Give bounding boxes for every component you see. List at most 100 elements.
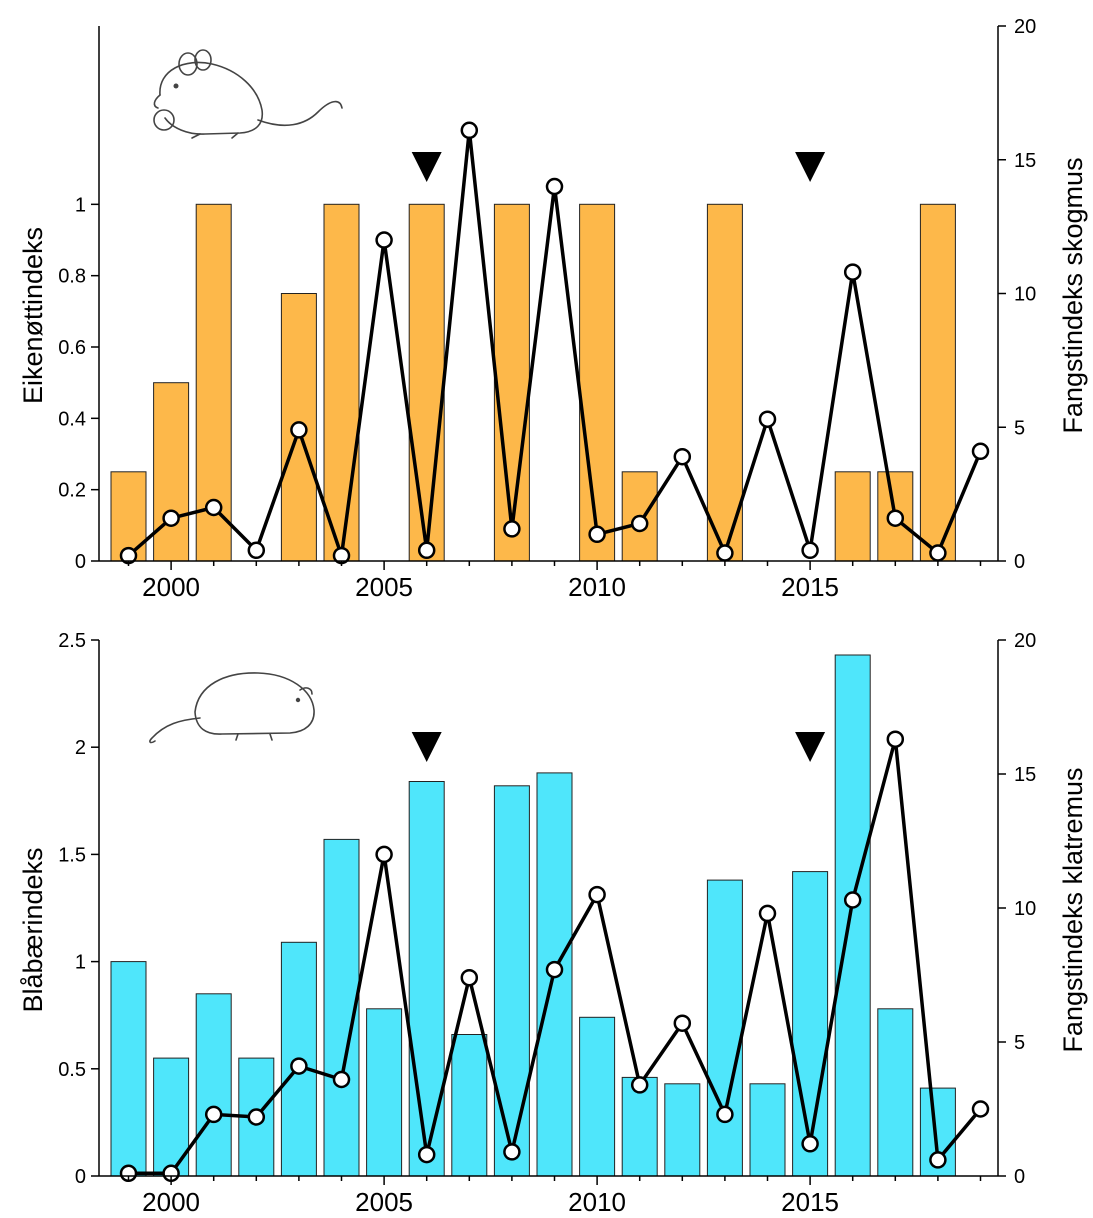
x-tick-label: 2015 [781,1187,839,1217]
wood-mouse-icon [153,49,343,139]
line-point-2008 [503,520,521,538]
y-tick-label-right: 20 [1014,630,1036,652]
bar-2013 [706,203,743,562]
bar-2006 [408,203,445,562]
x-tick-label: 2000 [142,1187,200,1217]
marker-triangle-2006 [411,152,442,182]
line-point-2018 [929,544,947,562]
bank-vole-icon [149,672,315,744]
line-point-2005 [375,231,393,249]
line-point-2001 [204,498,223,517]
y-axis-title-left: Blåbærindeks [18,847,48,1012]
line-point-2003 [290,421,308,439]
y-axis-title-right: Fangstindeks skogmus [1058,157,1088,433]
line-points [119,121,990,565]
x-tick-label: 2010 [568,1187,626,1217]
bar-2004 [323,203,360,562]
line-point-2004 [332,1070,351,1089]
line-point-2012 [673,447,692,466]
y-tick-label-left: 0.5 [58,1059,86,1081]
x-tick-label: 2000 [142,572,200,602]
y-axis-title-left: Eikenøttindeks [18,227,48,404]
line-point-2000 [162,509,180,527]
line-point-2013 [716,1105,734,1124]
bar-series [110,654,956,1177]
line-point-2009 [545,177,564,196]
x-tick-label: 2005 [355,1187,413,1217]
x-tick-label: 2015 [781,572,839,602]
line-point-2009 [545,960,564,979]
bar-2005 [366,1008,403,1177]
line-point-2002 [247,1108,266,1126]
y-tick-label-left: 0.2 [58,480,86,502]
line-point-2014 [758,410,777,428]
line-point-2011 [630,1076,649,1094]
marker-triangle-2006 [411,732,442,762]
bar-2016 [834,654,871,1177]
line-point-2005 [375,845,393,864]
y-tick-label-right: 15 [1014,150,1036,172]
bar-2015 [792,871,829,1177]
line-point-2015 [801,541,819,560]
bar-2000 [153,382,190,562]
y-tick-label-left: 2.5 [58,630,86,652]
line-point-2018 [929,1151,947,1169]
marker-triangle-2015 [795,732,826,762]
line-point-2008 [503,1143,521,1161]
y-tick-label-right: 0 [1014,551,1025,573]
line-point-2016 [843,263,862,281]
y-tick-label-left: 0.8 [58,266,86,288]
y-tick-label-right: 20 [1014,16,1036,38]
y-tick-label-left: 1 [75,194,86,216]
y-tick-label-right: 5 [1014,417,1025,439]
line-point-2006 [417,1145,436,1164]
bar-2007 [451,1034,488,1177]
panel-bilberry-bank-vole: 0 0.5 1 1.5 2 2.5 0 5 10 15 20 2000 2005 2010 2015 Blåb… [18,630,1088,1217]
bar-2010 [579,1016,616,1177]
bar-1999 [110,961,147,1177]
line-point-2015 [801,1135,819,1153]
bar-2004 [323,838,360,1177]
line-point-2002 [247,541,266,560]
bar-2018 [919,203,956,562]
line-point-2019 [971,442,990,461]
line-point-2003 [290,1057,308,1075]
bar-2011 [621,1076,658,1177]
y-tick-label-right: 10 [1014,284,1036,306]
bar-2008 [493,785,530,1177]
y-axis-title-right: Fangstindeks klatremus [1058,767,1088,1052]
y-tick-label-right: 15 [1014,764,1036,786]
y-tick-label-right: 0 [1014,1166,1025,1188]
line-point-2010 [588,525,606,544]
y-tick-label-left: 0.6 [58,337,86,359]
y-tick-label-left: 1.5 [58,844,86,866]
y-tick-label-left: 1 [75,952,86,974]
line-point-2013 [716,544,734,562]
line-point-2014 [758,904,777,923]
bar-2010 [579,203,616,562]
bar-2013 [706,879,743,1177]
bar-2008 [493,203,530,562]
line-point-2019 [971,1100,990,1118]
bar-2012 [664,1083,701,1177]
line-point-2006 [417,541,436,560]
line-point-2017 [886,730,905,748]
bar-2006 [408,781,445,1177]
line-point-2016 [843,891,862,909]
x-tick-label: 2005 [355,572,413,602]
bar-2016 [834,471,871,562]
line-point-2001 [204,1105,223,1124]
bar-series [110,203,956,562]
y-tick-label-right: 10 [1014,898,1036,920]
line-points [119,730,990,1183]
bar-2017 [877,1008,914,1177]
line-point-2007 [460,968,479,987]
bar-2001 [195,993,232,1177]
bar-2014 [749,1083,786,1177]
line-point-2007 [460,121,479,140]
y-tick-label-left: 0.4 [58,408,86,430]
y-tick-label-left: 0 [75,1166,86,1188]
